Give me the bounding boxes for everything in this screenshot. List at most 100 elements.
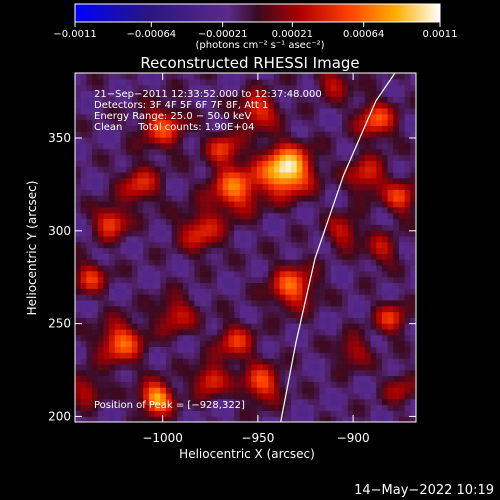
- heatmap-cell: [165, 340, 173, 347]
- heatmap-cell: [165, 148, 173, 156]
- heatmap-cell: [325, 212, 332, 220]
- heatmap-cell: [165, 90, 173, 97]
- heatmap-cell: [188, 107, 195, 115]
- heatmap-cell: [228, 73, 235, 80]
- heatmap-cell: [296, 264, 303, 272]
- heatmap-cell: [177, 136, 184, 144]
- heatmap-cell: [296, 392, 303, 400]
- heatmap-cell: [268, 107, 275, 115]
- heatmap-cell: [296, 102, 303, 109]
- heatmap-cell: [239, 294, 247, 301]
- heatmap-cell: [75, 387, 82, 394]
- heatmap-cell: [410, 334, 416, 342]
- heatmap-cell: [393, 317, 400, 324]
- heatmap-cell: [200, 299, 207, 307]
- heatmap-cell: [268, 195, 275, 202]
- heatmap-cell: [290, 107, 298, 115]
- heatmap-cell: [137, 102, 144, 109]
- heatmap-cell: [171, 398, 178, 406]
- heatmap-cell: [137, 142, 144, 150]
- heatmap-cell: [148, 323, 156, 330]
- heatmap-cell: [285, 253, 292, 260]
- heatmap-cell: [182, 189, 190, 196]
- heatmap-cell: [370, 358, 377, 365]
- heatmap-cell: [364, 381, 372, 388]
- heatmap-cell: [313, 241, 320, 249]
- heatmap-cell: [398, 90, 406, 97]
- heatmap-cell: [262, 340, 269, 347]
- heatmap-cell: [387, 416, 394, 422]
- heatmap-cell: [188, 113, 195, 121]
- heatmap-cell: [273, 416, 281, 422]
- heatmap-cell: [200, 358, 207, 365]
- heatmap-cell: [353, 230, 360, 237]
- heatmap-cell: [330, 113, 338, 121]
- heatmap-cell: [393, 358, 400, 365]
- heatmap-cell: [200, 142, 207, 150]
- heatmap-cell: [347, 270, 355, 278]
- heatmap-cell: [86, 299, 93, 307]
- heatmap-cell: [160, 253, 167, 260]
- heatmap-cell: [131, 212, 139, 220]
- heatmap-cell: [109, 212, 116, 220]
- heatmap-cell: [234, 154, 241, 161]
- heatmap-cell: [404, 358, 411, 365]
- heatmap-cell: [353, 311, 360, 318]
- heatmap-cell: [353, 299, 360, 307]
- heatmap-cell: [353, 387, 360, 394]
- heatmap-cell: [234, 340, 241, 347]
- heatmap-cell: [393, 264, 400, 272]
- heatmap-cell: [234, 323, 241, 330]
- heatmap-cell: [217, 305, 224, 313]
- heatmap-cell: [268, 148, 275, 156]
- heatmap-cell: [177, 340, 184, 347]
- heatmap-cell: [228, 183, 235, 190]
- heatmap-cell: [154, 381, 161, 388]
- heatmap-cell: [279, 183, 286, 190]
- heatmap-cell: [182, 259, 190, 266]
- heatmap-cell: [268, 73, 275, 80]
- heatmap-cell: [353, 294, 360, 301]
- heatmap-cell: [370, 410, 377, 417]
- heatmap-cell: [80, 404, 87, 411]
- heatmap-cell: [308, 387, 315, 394]
- heatmap-cell: [80, 154, 87, 161]
- heatmap-cell: [245, 183, 252, 190]
- heatmap-cell: [245, 264, 252, 272]
- heatmap-cell: [273, 160, 281, 167]
- heatmap-cell: [325, 183, 332, 190]
- heatmap-cell: [262, 328, 269, 336]
- heatmap-cell: [75, 136, 82, 144]
- heatmap-cell: [251, 90, 258, 97]
- heatmap-cell: [290, 136, 298, 144]
- heatmap-cell: [410, 264, 416, 272]
- heatmap-cell: [211, 352, 218, 359]
- heatmap-cell: [364, 253, 372, 260]
- heatmap-cell: [393, 166, 400, 173]
- heatmap-cell: [251, 253, 258, 260]
- heatmap-cell: [239, 305, 247, 313]
- heatmap-cell: [245, 90, 252, 97]
- heatmap-cell: [279, 416, 286, 422]
- heatmap-cell: [92, 160, 99, 167]
- heatmap-cell: [376, 387, 383, 394]
- heatmap-cell: [222, 166, 230, 173]
- heatmap-cell: [165, 387, 173, 394]
- heatmap-cell: [256, 317, 264, 324]
- heatmap-cell: [239, 206, 247, 214]
- heatmap-cell: [92, 294, 99, 301]
- heatmap-cell: [75, 113, 82, 121]
- heatmap-cell: [370, 78, 377, 86]
- heatmap-cell: [273, 142, 281, 150]
- heatmap-cell: [268, 369, 275, 377]
- heatmap-cell: [313, 259, 320, 266]
- heatmap-cell: [75, 183, 82, 190]
- heatmap-cell: [80, 352, 87, 359]
- heatmap-cell: [387, 230, 394, 237]
- heatmap-cell: [97, 346, 105, 353]
- heatmap-cell: [364, 113, 372, 121]
- heatmap-cell: [143, 311, 150, 318]
- heatmap-cell: [325, 200, 332, 208]
- heatmap-cell: [290, 200, 298, 208]
- heatmap-cell: [393, 189, 400, 196]
